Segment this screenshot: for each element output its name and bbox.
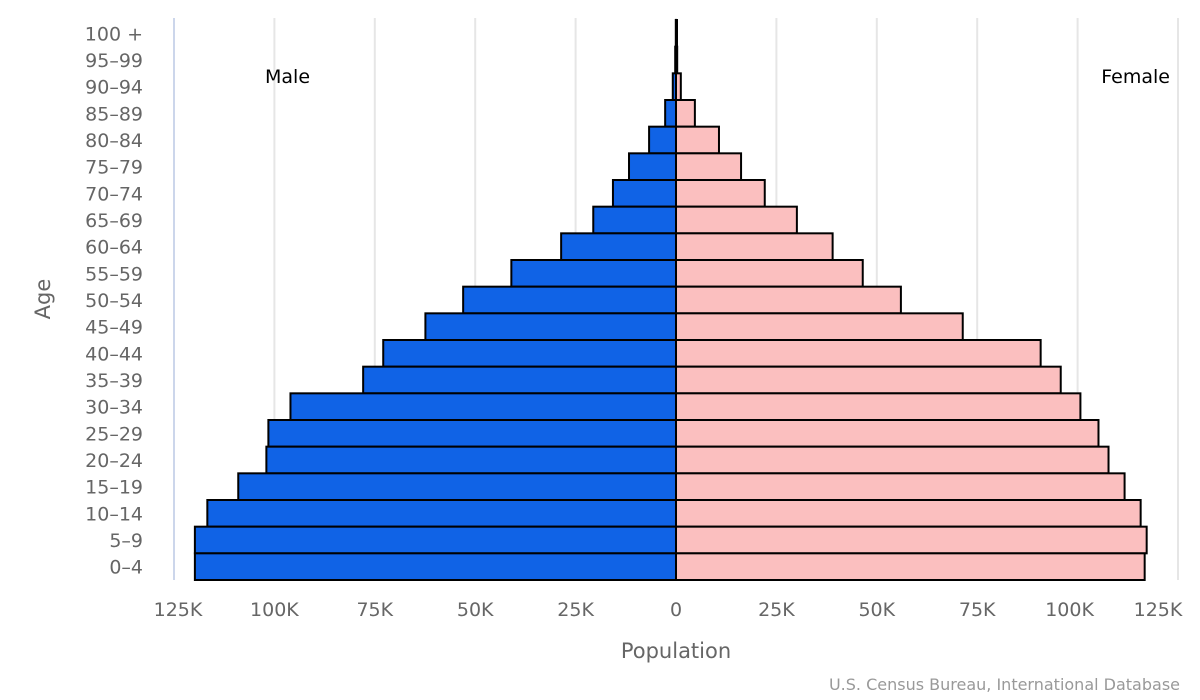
male-bar[interactable] — [424, 312, 678, 342]
male-bar[interactable] — [193, 525, 677, 555]
x-axis-title: Population — [621, 639, 731, 663]
female-bar[interactable] — [675, 365, 1062, 395]
female-bar[interactable] — [675, 179, 766, 208]
x-tick-label: 25K — [758, 599, 795, 621]
female-bar[interactable] — [675, 312, 964, 342]
x-tick-label: 125K — [154, 599, 203, 621]
y-tick-label: 20–24 — [85, 450, 143, 472]
female-bar[interactable] — [675, 392, 1082, 422]
y-axis-tick-labels: 100 + 95–99 90–94 85–89 80–84 75–79 70–74 65–69… — [85, 23, 143, 578]
female-bar[interactable] — [675, 125, 720, 155]
y-tick-label: 100 + — [85, 23, 143, 45]
x-tick-label: 0 — [670, 599, 682, 621]
credit-text: U.S. Census Bureau, International Databa… — [829, 675, 1180, 694]
female-bar[interactable] — [675, 525, 1148, 555]
x-tick-label: 75K — [959, 599, 996, 621]
y-tick-label: 45–49 — [85, 317, 143, 339]
male-bar[interactable] — [193, 552, 677, 581]
male-bar[interactable] — [462, 285, 678, 315]
male-bar[interactable] — [560, 232, 677, 261]
female-bar[interactable] — [675, 552, 1146, 581]
x-tick-label: 50K — [457, 599, 494, 621]
x-axis-tick-labels: 125K 100K 75K 50K 25K 0 25K 50K 75K 100K 125K — [154, 599, 1183, 621]
y-tick-label: 35–39 — [85, 370, 143, 392]
y-tick-label: 40–44 — [85, 343, 143, 365]
female-bar[interactable] — [675, 499, 1142, 528]
female-bar[interactable] — [675, 232, 834, 261]
y-tick-label: 5–9 — [109, 530, 143, 552]
female-bar[interactable] — [675, 472, 1126, 502]
male-bar[interactable] — [611, 179, 677, 208]
y-tick-label: 75–79 — [85, 157, 143, 179]
female-series-label: Female — [1101, 66, 1170, 88]
x-tick-label: 50K — [858, 599, 895, 621]
y-tick-label: 65–69 — [85, 210, 143, 232]
y-tick-label: 80–84 — [85, 130, 143, 152]
y-tick-label: 50–54 — [85, 290, 143, 312]
male-bar[interactable] — [382, 339, 677, 368]
male-bar[interactable] — [362, 365, 677, 395]
female-bar[interactable] — [675, 419, 1100, 448]
y-tick-label: 60–64 — [85, 237, 143, 259]
y-tick-label: 10–14 — [85, 503, 143, 525]
female-bar[interactable] — [675, 445, 1110, 475]
male-bar[interactable] — [289, 392, 677, 422]
male-bar[interactable] — [592, 205, 677, 235]
female-bar[interactable] — [675, 72, 682, 102]
x-tick-label: 100K — [250, 599, 299, 621]
y-tick-label: 90–94 — [85, 77, 143, 99]
male-bar[interactable] — [648, 125, 677, 155]
x-tick-label: 100K — [1045, 599, 1094, 621]
female-bar[interactable] — [675, 285, 902, 315]
male-bar[interactable] — [628, 152, 678, 181]
y-axis-title: Age — [31, 279, 55, 320]
bars — [193, 19, 1148, 581]
y-tick-label: 70–74 — [85, 183, 143, 205]
y-tick-label: 95–99 — [85, 50, 143, 72]
female-bar[interactable] — [675, 45, 679, 75]
x-tick-label: 75K — [356, 599, 393, 621]
male-bar[interactable] — [265, 445, 677, 475]
y-tick-label: 0–4 — [109, 557, 143, 579]
y-tick-label: 30–34 — [85, 397, 143, 419]
female-bar[interactable] — [675, 205, 798, 235]
x-tick-label: 25K — [557, 599, 594, 621]
x-tick-label: 125K — [1134, 599, 1183, 621]
male-bar[interactable] — [206, 499, 677, 528]
female-bar[interactable] — [675, 339, 1042, 368]
male-series-label: Male — [265, 66, 310, 88]
y-tick-label: 15–19 — [85, 477, 143, 499]
y-tick-label: 55–59 — [85, 263, 143, 285]
female-bar[interactable] — [675, 19, 678, 48]
female-bar[interactable] — [675, 152, 743, 181]
y-tick-label: 25–29 — [85, 423, 143, 445]
male-bar[interactable] — [664, 99, 677, 128]
male-bar[interactable] — [267, 419, 677, 448]
male-bar[interactable] — [237, 472, 677, 502]
female-bar[interactable] — [675, 99, 696, 128]
male-bar[interactable] — [510, 259, 677, 288]
female-bar[interactable] — [675, 259, 864, 288]
y-tick-label: 85–89 — [85, 103, 143, 125]
